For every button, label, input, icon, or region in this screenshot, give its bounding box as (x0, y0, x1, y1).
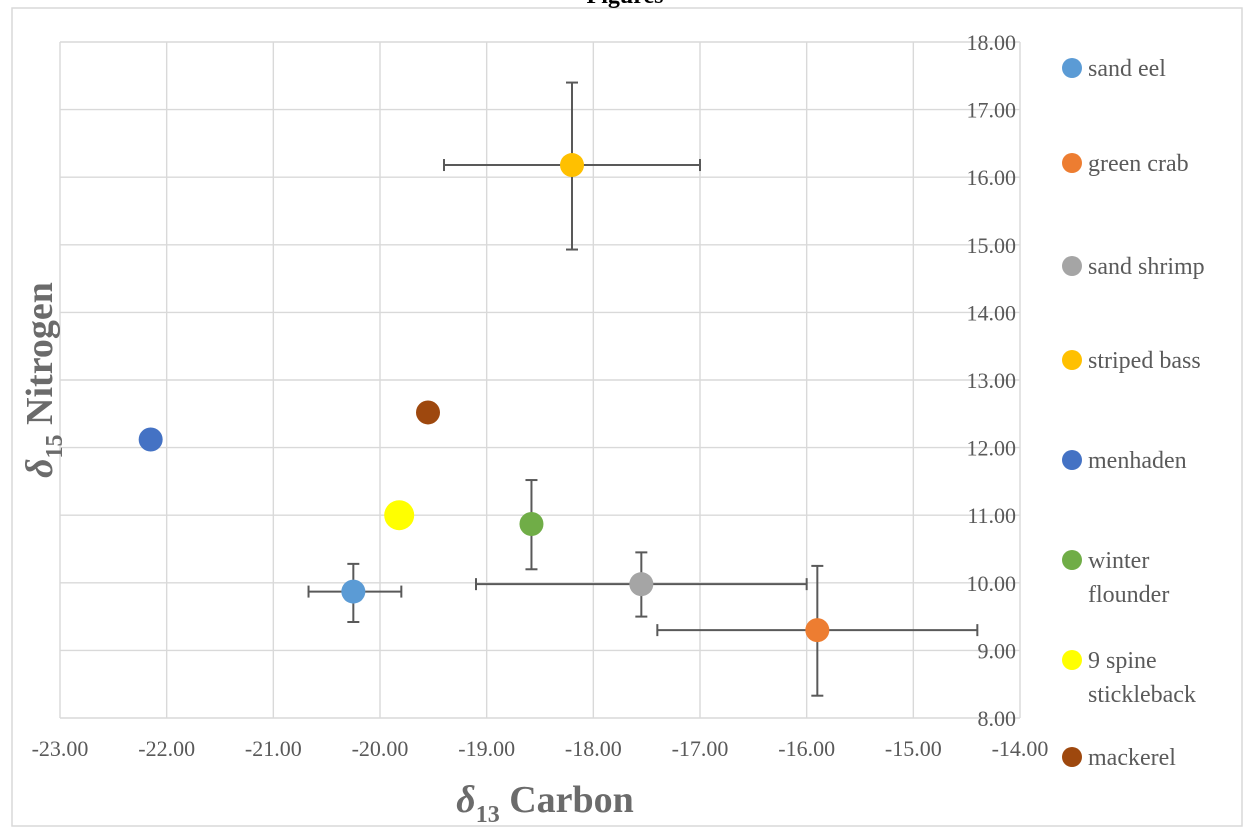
x-tick-label: -15.00 (885, 736, 942, 761)
data-point (416, 400, 440, 425)
legend-label: green crab (1088, 151, 1189, 177)
x-tick-label: -23.00 (32, 736, 89, 761)
data-point (384, 500, 415, 531)
y-tick-label: 11.00 (967, 503, 1016, 528)
legend-label: striped bass (1088, 348, 1201, 374)
legend-marker (1062, 153, 1082, 173)
legend-label: menhaden (1088, 448, 1187, 474)
x-tick-label: -16.00 (778, 736, 835, 761)
legend-marker (1062, 550, 1082, 570)
data-point (629, 572, 654, 597)
data-point (341, 579, 366, 604)
legend-label: winter flounder (1088, 548, 1169, 608)
y-tick-label: 14.00 (967, 300, 1017, 325)
data-point (519, 511, 544, 536)
legend-label: 9 spine stickleback (1088, 648, 1196, 708)
x-tick-label: -20.00 (352, 736, 409, 761)
x-tick-label: -17.00 (672, 736, 729, 761)
legend-marker (1062, 650, 1082, 670)
y-tick-label: 9.00 (978, 638, 1017, 663)
legend-marker (1062, 747, 1082, 767)
legend-label: sand eel (1088, 56, 1166, 82)
tick-labels: -23.00 -22.00 -21.00 -20.00 -19.00 -18.00 -17.… (32, 30, 1049, 761)
x-tick-label: -22.00 (138, 736, 195, 761)
legend-marker (1062, 256, 1082, 276)
x-axis-subscript: 13 (476, 802, 500, 828)
x-axis-title: δ13 Carbon (456, 779, 634, 828)
y-tick-label: 18.00 (967, 30, 1017, 55)
legend: sand eel green crab sand shrimp striped bas… (1062, 56, 1205, 771)
data-point (138, 427, 163, 452)
chart-area-background (11, 7, 1243, 827)
y-tick-label: 10.00 (967, 571, 1017, 596)
data-point (805, 618, 830, 643)
y-tick-label: 17.00 (967, 98, 1017, 123)
legend-marker (1062, 450, 1082, 470)
x-axis-name: Carbon (509, 779, 634, 821)
legend-marker (1062, 350, 1082, 370)
gridlines (59, 41, 1021, 719)
y-axis-subscript: 15 (42, 434, 68, 458)
y-axis-name: Nitrogen (19, 282, 61, 425)
x-tick-label: -18.00 (565, 736, 622, 761)
y-tick-label: 13.00 (967, 368, 1017, 393)
y-tick-label: 15.00 (967, 233, 1017, 258)
x-tick-label: -14.00 (992, 736, 1049, 761)
x-tick-label: -21.00 (245, 736, 302, 761)
figure-header: Figures (587, 0, 664, 9)
data-point (560, 153, 584, 178)
data-points (138, 153, 830, 643)
x-axis-symbol: δ (456, 779, 475, 821)
y-axis-symbol: δ (19, 458, 61, 477)
y-tick-label: 16.00 (967, 165, 1017, 190)
legend-marker (1062, 58, 1082, 78)
legend-label: sand shrimp (1088, 254, 1205, 280)
legend-label: mackerel (1088, 745, 1176, 771)
x-tick-label: -19.00 (458, 736, 515, 761)
y-axis-title: δ15 Nitrogen (19, 282, 68, 478)
y-tick-label: 8.00 (978, 706, 1017, 731)
y-tick-label: 12.00 (967, 436, 1017, 461)
